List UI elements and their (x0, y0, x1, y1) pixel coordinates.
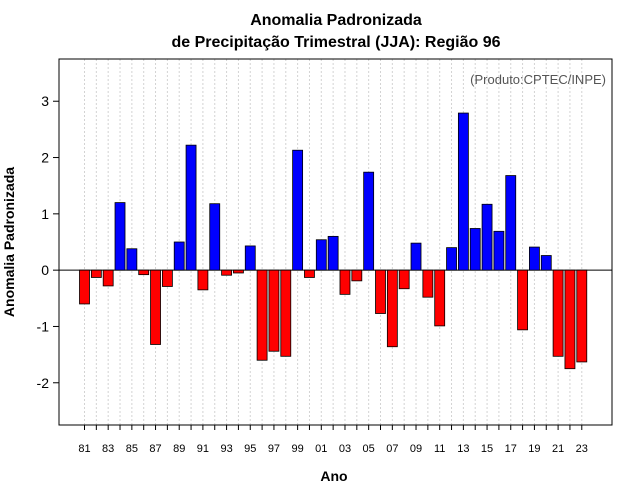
bar-2019 (529, 246, 540, 271)
bar-2004 (351, 269, 363, 282)
x-tick-label: 11 (434, 443, 445, 455)
x-tick-label: 01 (315, 443, 327, 455)
bar-1993 (221, 269, 232, 276)
x-tick-label: 03 (339, 443, 351, 455)
bar-1997 (268, 269, 280, 352)
bar-2008 (398, 269, 410, 290)
x-axis-label: Ano (320, 468, 347, 484)
bar-2016 (493, 230, 505, 271)
bar-2007 (386, 269, 398, 348)
bar-1985 (126, 248, 138, 271)
x-tick-label: 87 (149, 443, 161, 455)
bar-1996 (256, 269, 268, 361)
x-tick-label: 89 (173, 443, 185, 455)
x-tick-label: 19 (528, 443, 540, 455)
x-tick-label: 17 (505, 443, 517, 455)
bar-1981 (79, 269, 90, 305)
bar-2021 (552, 269, 564, 357)
bar-2023 (576, 269, 588, 363)
bar-2000 (304, 269, 315, 278)
bar-1999 (292, 149, 304, 271)
bar-2022 (564, 269, 576, 370)
y-tick-label: 0 (41, 262, 49, 278)
bar-2020 (540, 255, 552, 271)
bar-1995 (244, 245, 256, 271)
x-tick-label: 91 (197, 443, 209, 455)
y-tick-label: -1 (37, 318, 50, 334)
chart-subtitle: de Precipitação Trimestral (JJA): Região… (171, 34, 500, 51)
bar-1990 (185, 144, 197, 271)
grid-lines (84, 59, 583, 425)
x-tick-label: 09 (410, 443, 422, 455)
bar-1992 (209, 203, 221, 271)
bar-1982 (90, 269, 102, 278)
bar-2013 (457, 112, 469, 271)
bar-2005 (363, 171, 375, 271)
y-tick-label: 3 (41, 93, 49, 109)
y-axis-label: Anomalia Padronizada (1, 167, 17, 317)
bar-2018 (517, 269, 528, 331)
x-tick-label: 93 (220, 443, 232, 455)
bar-2010 (422, 269, 434, 298)
chart-title: Anomalia Padronizada (250, 12, 422, 29)
bar-1987 (150, 269, 161, 345)
x-tick-label: 95 (244, 443, 256, 455)
x-tick-label: 07 (386, 443, 398, 455)
bar-2003 (339, 269, 351, 295)
bar-1988 (161, 269, 173, 287)
bar-2014 (469, 228, 481, 271)
bar-1989 (173, 241, 185, 271)
bar-2015 (481, 203, 493, 271)
bars (79, 112, 588, 370)
bar-1986 (138, 269, 150, 276)
bar-2011 (434, 269, 446, 327)
x-tick-label: 05 (363, 443, 375, 455)
x-axis-ticks: 81 83 85 87 89 91 93 95 97 99 01 03 05 07 09 11 13 15 17 19… (78, 425, 588, 455)
x-tick-label: 23 (576, 443, 588, 455)
x-tick-label: 97 (268, 443, 280, 455)
credit-label: (Produto:CPTEC/INPE) (470, 72, 606, 87)
bar-1984 (114, 202, 126, 271)
x-tick-label: 81 (78, 443, 90, 455)
y-axis-ticks: -2 -1 0 1 2 3 (37, 93, 59, 391)
bar-2012 (446, 247, 457, 271)
bar-2009 (410, 242, 422, 271)
x-tick-label: 99 (291, 443, 303, 455)
y-tick-label: 1 (41, 206, 49, 222)
bar-1994 (233, 269, 244, 274)
bar-2001 (315, 239, 327, 271)
x-tick-label: 21 (552, 443, 564, 455)
bar-1998 (280, 269, 292, 357)
x-tick-label: 13 (457, 443, 469, 455)
y-tick-label: 2 (41, 150, 49, 166)
bar-2017 (505, 175, 517, 271)
bar-2006 (375, 269, 386, 314)
x-tick-label: 85 (126, 443, 138, 455)
y-tick-label: -2 (37, 375, 50, 391)
bar-1983 (102, 269, 114, 287)
plot-frame (58, 58, 613, 426)
x-tick-label: 83 (102, 443, 114, 455)
bar-2002 (327, 235, 339, 271)
x-tick-label: 15 (481, 443, 493, 455)
bar-1991 (197, 269, 209, 291)
